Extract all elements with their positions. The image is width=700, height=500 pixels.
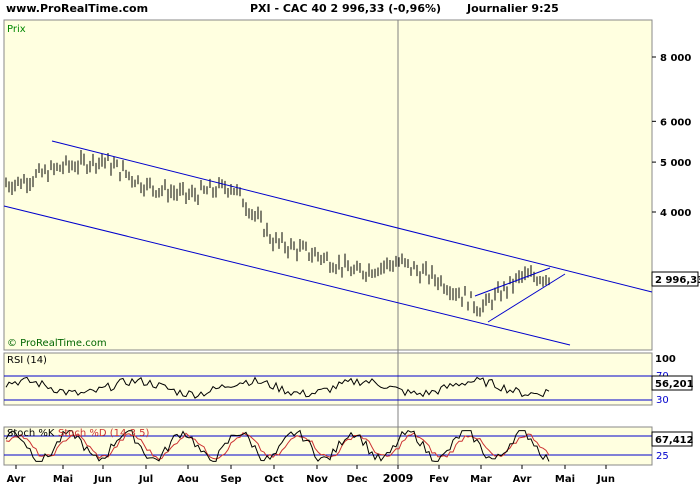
rsi-value: 56,201 [655, 379, 694, 390]
x-axis: Avr Mai Jun Jul Aou Sep Oct Nov Dec 2009 Fev Mar Avr… [7, 465, 615, 485]
instrument-title: PXI - CAC 40 2 996,33 (-0,96%) [250, 2, 442, 15]
price-tick-label: 5 000 [660, 158, 691, 169]
last-price-box [651, 271, 699, 287]
wedge-upper-line [474, 267, 551, 297]
upper-channel-line [51, 140, 653, 293]
x-tick-label: Jun [596, 474, 615, 485]
stoch-level-25-label: 25 [656, 451, 669, 462]
price-panel [3, 19, 653, 351]
price-axis: 4 000 5 000 6 000 8 000 [652, 53, 691, 219]
stoch-d-label: Stoch %D (14 3 5) [58, 428, 149, 439]
x-tick-label: Dec [346, 474, 367, 485]
period-label: Journalier 9:25 [467, 2, 559, 15]
x-tick-label: Jun [93, 474, 112, 485]
price-tick-label: 4 000 [660, 208, 691, 219]
rsi-axis-top: 100 [655, 354, 676, 365]
x-tick-label: 2009 [383, 472, 414, 485]
stoch-value-box [651, 431, 693, 447]
rsi-panel [3, 352, 653, 406]
x-tick-label: Aou [177, 474, 199, 485]
rsi-line [5, 376, 550, 399]
x-tick-label: Nov [306, 474, 328, 485]
wedge-lower-line [487, 273, 566, 323]
price-series [5, 149, 550, 317]
price-panel-label: Prix [7, 24, 26, 35]
x-tick-label: Mai [555, 474, 575, 485]
x-tick-label: Mar [470, 474, 492, 485]
x-tick-label: Oct [264, 474, 283, 485]
last-price-value: 2 996,33 [655, 275, 700, 286]
price-tick-label: 6 000 [660, 117, 691, 128]
site-name[interactable]: www.ProRealTime.com [6, 2, 149, 15]
stoch-d-line [5, 432, 550, 461]
rsi-label: RSI (14) [7, 355, 47, 366]
x-tick-label: Avr [513, 474, 532, 485]
rsi-level-30-label: 30 [656, 395, 669, 406]
stoch-k-line [5, 429, 550, 462]
x-tick-label: Fev [429, 474, 449, 485]
x-tick-label: Jul [138, 474, 153, 485]
price-tick-label: 8 000 [660, 53, 691, 64]
x-tick-label: Avr [7, 474, 26, 485]
chart-header: www.ProRealTime.com PXI - CAC 40 2 996,3… [0, 0, 700, 18]
x-tick-label: Mai [53, 474, 73, 485]
watermark: © ProRealTime.com [7, 338, 107, 349]
x-tick-label: Sep [220, 474, 241, 485]
stoch-k-label: Stoch %K [7, 428, 55, 439]
rsi-value-box [651, 375, 693, 391]
lower-channel-line [3, 205, 571, 346]
stoch-value: 67,412 [655, 435, 694, 446]
